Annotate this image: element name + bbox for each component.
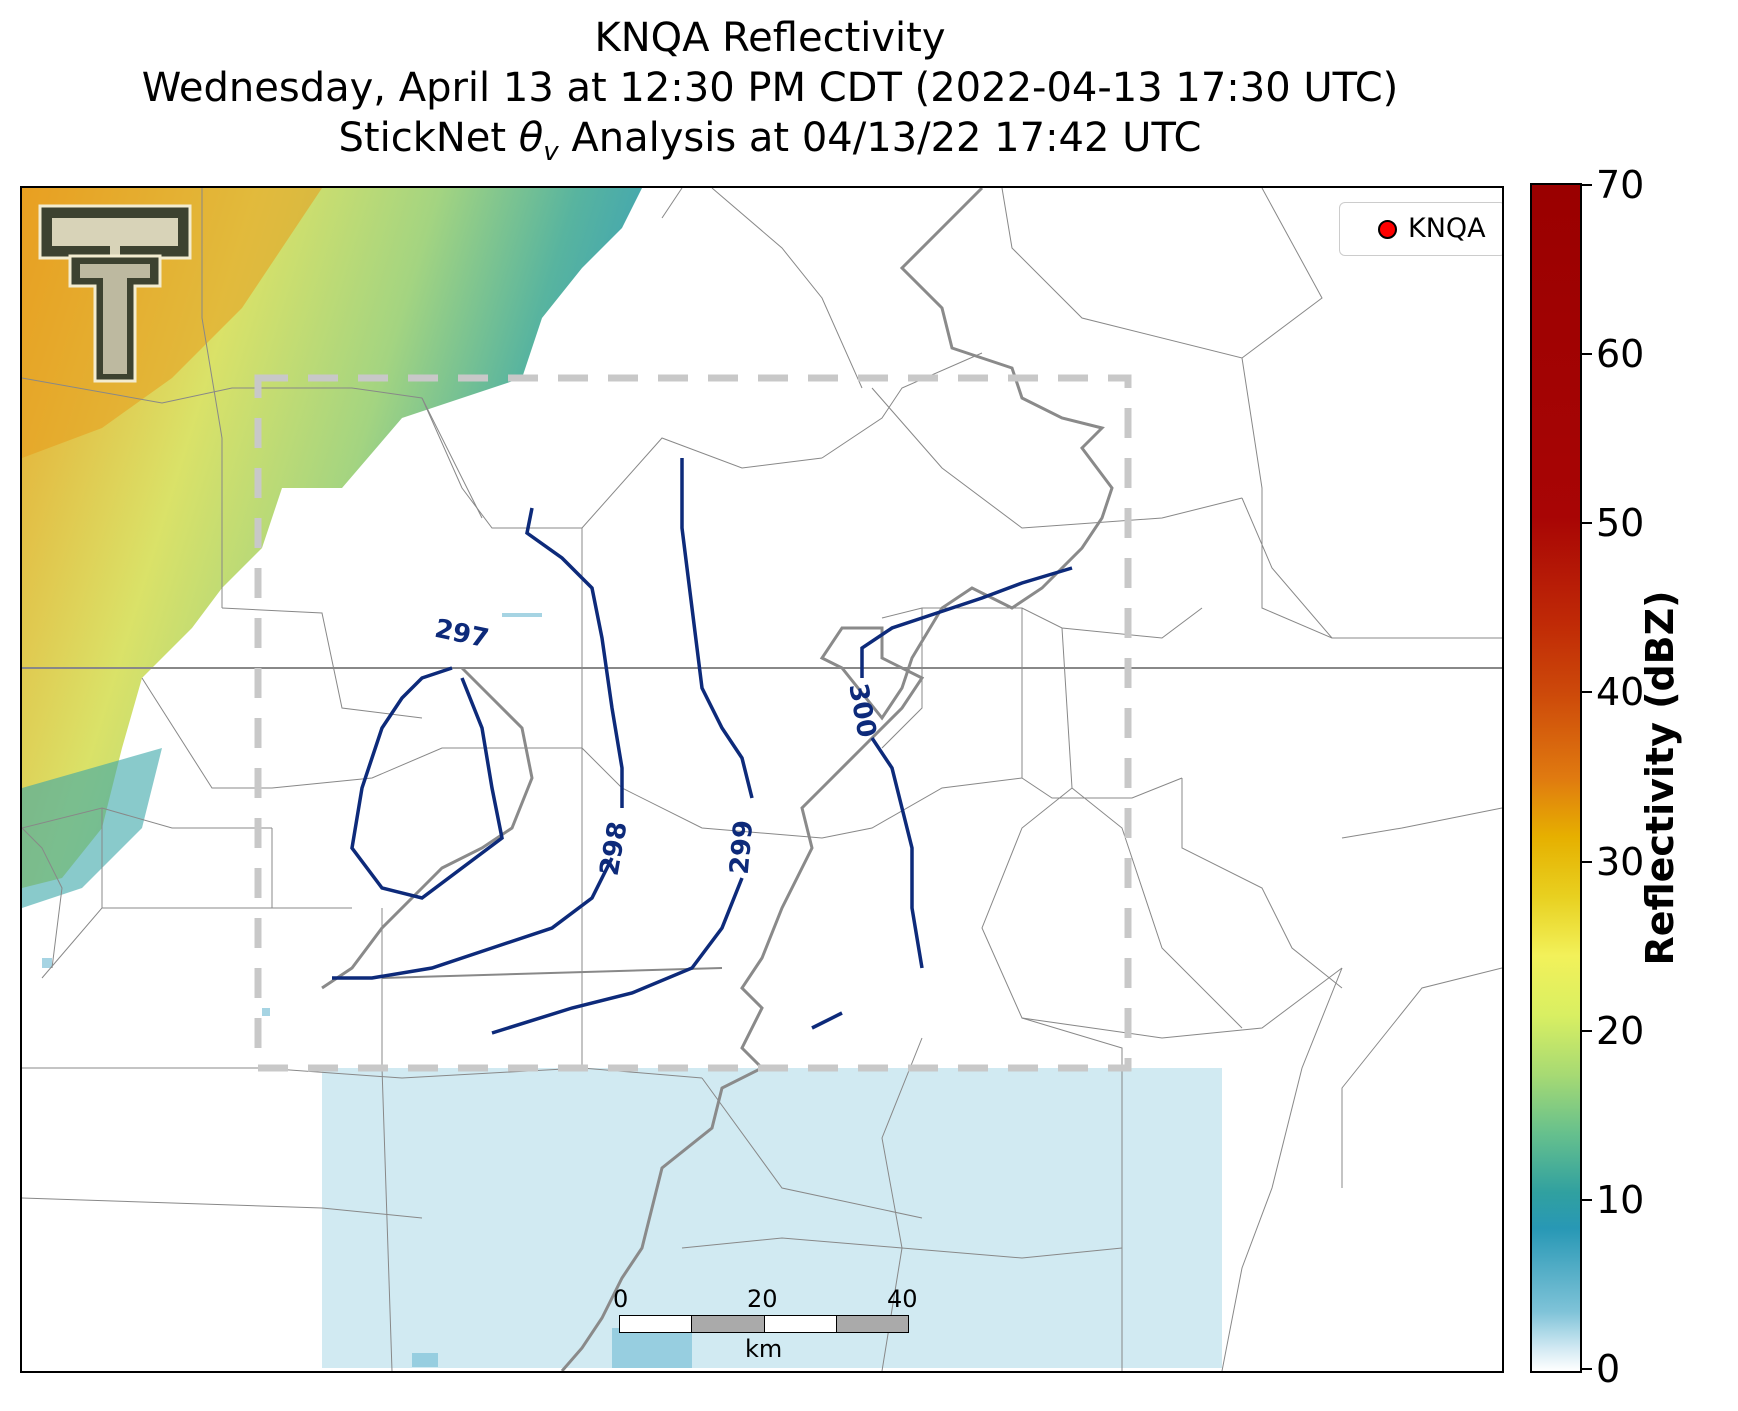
chart-title-line-2: Wednesday, April 13 at 12:30 PM CDT (202…	[141, 65, 1399, 111]
theta-subscript: v	[543, 137, 559, 167]
map-canvas: 297 298 299 300	[22, 188, 1502, 1371]
colorbar-tick-mark	[1580, 353, 1592, 356]
contour-small	[811, 1011, 843, 1030]
texas-tech-double-t-logo	[38, 204, 192, 383]
colorbar-tick-label: 0	[1596, 1347, 1621, 1391]
contour-299-b	[491, 877, 744, 1035]
legend-label: KNQA	[1408, 213, 1486, 244]
contour-299-a	[680, 458, 754, 799]
scale-tick-40: 40	[887, 1285, 918, 1313]
colorbar-tick-mark	[1580, 522, 1592, 525]
colorbar-tick-mark	[1580, 184, 1592, 186]
colorbar-title: Reflectivity (dBZ)	[1638, 590, 1682, 966]
colorbar-tick-label: 40	[1596, 670, 1645, 715]
colorbar-tick-label: 10	[1596, 1177, 1645, 1222]
scale-unit: km	[745, 1335, 783, 1363]
colorbar-tick-label: 20	[1596, 1008, 1645, 1053]
title-prefix: StickNet	[338, 115, 519, 161]
chart-title-line-3: StickNet θv Analysis at 04/13/22 17:42 U…	[0, 114, 1540, 176]
radar-map[interactable]: 297 298 299 300 KNQA 0 20 40 km	[20, 186, 1504, 1373]
state-boundary-south	[381, 967, 723, 979]
colorbar-tick-mark	[1580, 1029, 1592, 1032]
colorbar-tick-mark	[1580, 1198, 1592, 1201]
contour-label-299: 299	[725, 819, 760, 876]
scale-bar: 0 20 40 km	[613, 1285, 919, 1365]
map-legend: KNQA	[1339, 202, 1502, 256]
theta-v-contours	[332, 458, 1073, 1035]
tennessee-river-bend	[321, 666, 534, 990]
colorbar-tick-label: 30	[1596, 839, 1645, 884]
radar-site-marker-icon	[1378, 220, 1397, 239]
scale-bar-segments	[619, 1315, 909, 1333]
mississippi-river	[560, 188, 1114, 1371]
contour-300-a	[860, 566, 1073, 678]
contour-298-b	[332, 857, 614, 980]
reflectivity-colorbar	[1530, 183, 1582, 1373]
colorbar-tick-mark	[1580, 860, 1592, 863]
contour-label-298: 298	[595, 819, 634, 878]
theta-symbol: θ	[518, 115, 544, 161]
colorbar-tick-mark	[1580, 691, 1592, 694]
colorbar-tick-label: 60	[1596, 332, 1645, 377]
storm-edge	[22, 748, 162, 908]
colorbar-tick-mark	[1580, 1368, 1592, 1370]
colorbar-tick-label: 50	[1596, 501, 1645, 546]
contour-297	[350, 666, 504, 900]
contour-300-b	[870, 737, 924, 969]
contour-298-a	[525, 507, 624, 808]
analysis-domain-box	[254, 374, 1132, 1072]
colorbar-tick-label: 70	[1596, 163, 1645, 207]
scattered-echoes	[42, 613, 692, 1368]
scale-tick-20: 20	[747, 1285, 778, 1313]
scale-tick-0: 0	[613, 1285, 629, 1313]
contour-label-300: 300	[842, 681, 881, 740]
contour-label-297: 297	[432, 614, 491, 655]
title-suffix: Analysis at 04/13/22 17:42 UTC	[558, 115, 1202, 161]
chart-title-line-1: KNQA Reflectivity	[594, 15, 946, 61]
